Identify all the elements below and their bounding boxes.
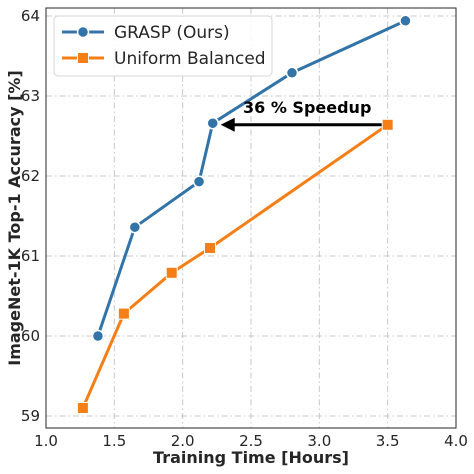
x-tick-label: 1.0 [34, 432, 58, 450]
y-tick-label: 62 [21, 167, 40, 185]
data-point [76, 402, 89, 414]
y-tick-label: 61 [21, 247, 40, 265]
y-tick-label: 59 [21, 407, 40, 425]
annotation-layer: 36 % Speedup [220, 98, 382, 132]
x-tick-label: 2.0 [171, 432, 195, 450]
data-point [91, 329, 105, 343]
data-point [381, 118, 394, 131]
plot-frame [45, 7, 457, 429]
y-axis-label: ImageNet-1K Top-1 Accuracy [%] [5, 70, 24, 366]
data-point [128, 220, 142, 234]
data-point [399, 14, 412, 28]
data-point [192, 175, 206, 188]
legend-label: Uniform Balanced [114, 49, 266, 69]
legend: GRASP (Ours) Uniform Balanced [53, 15, 273, 77]
axis-ticks: 1.0 1.5 2.0 2.5 3.0 3.5 4.0 59 60 61 62 63 64 [21, 7, 468, 450]
data-point [117, 307, 130, 320]
annotation-arrowhead [220, 117, 235, 132]
series-grasp-ours [91, 14, 412, 343]
data-point [206, 116, 219, 130]
series-line [96, 19, 407, 337]
legend-marker [76, 25, 90, 39]
data-point [285, 66, 299, 80]
y-tick-label: 64 [21, 7, 40, 25]
x-tick-label: 3.0 [307, 432, 331, 450]
x-tick-label: 1.5 [102, 432, 126, 450]
y-tick-label: 60 [21, 327, 40, 345]
data-point [165, 266, 178, 279]
series-layer [76, 14, 412, 414]
y-tick-label: 63 [21, 87, 40, 105]
x-tick-label: 4.0 [444, 432, 468, 450]
series-line [81, 123, 389, 409]
series-uniform-balanced [76, 118, 394, 414]
annotation-label: 36 % Speedup [243, 98, 371, 117]
legend-marker [77, 52, 89, 64]
data-point [204, 242, 216, 254]
x-tick-label: 3.5 [376, 432, 400, 450]
x-axis-label: Training Time [Hours] [153, 448, 349, 467]
x-tick-label: 2.5 [239, 432, 263, 450]
legend-box [53, 15, 273, 77]
legend-label: GRASP (Ours) [114, 23, 230, 43]
